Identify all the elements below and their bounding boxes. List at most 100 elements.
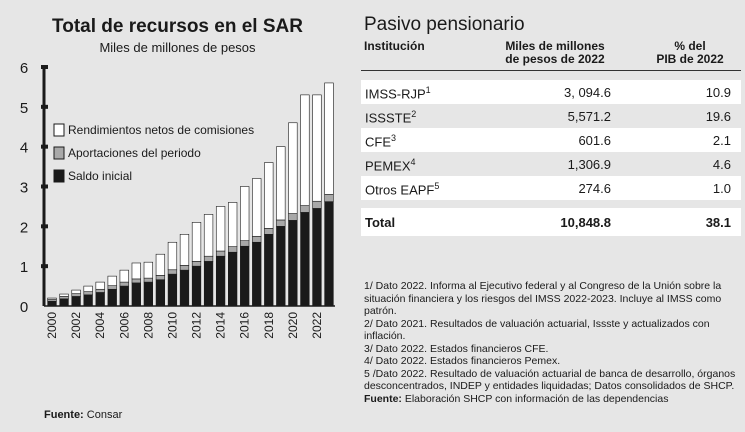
bar-segment [312, 200, 322, 209]
cell-miles: 601.6 [578, 133, 611, 148]
footnote-1: 1/ Dato 2022. Informa al Ejecutivo feder… [364, 280, 722, 317]
bar-segment [179, 234, 190, 266]
y-tick-label: 5 [20, 100, 28, 117]
footnote-2: 2/ Dato 2021. Resultados de valuación ac… [364, 317, 710, 343]
bar-segment [300, 94, 310, 206]
cell-institucion: IMSS-RJP1 [365, 85, 431, 102]
bar-segment [324, 194, 334, 202]
bar-segment [179, 265, 190, 271]
bar-segment [107, 275, 117, 286]
footnote-5: 5 /Dato 2022. Resultado de valuación act… [364, 367, 736, 393]
chart-source-text: Consar [86, 409, 123, 421]
cell-institucion: PEMEX4 [365, 157, 416, 174]
header-pib-line1: % del [674, 39, 706, 53]
table-row-cfe: CFE3 601.6 2.1 [361, 128, 741, 152]
y-tick-label: 2 [20, 219, 28, 236]
bar-segment [276, 219, 286, 227]
bar-segment [312, 94, 322, 202]
header-institucion: Institución [364, 39, 425, 53]
bar-segment [119, 269, 129, 283]
bar-segment [143, 261, 153, 279]
footnote-source-label: Fuente: [364, 392, 402, 405]
bar-segment [276, 226, 286, 307]
table-row-issste: ISSSTE2 5,571.2 19.6 [361, 104, 741, 128]
bar-segment [71, 289, 81, 294]
bar-segment [324, 201, 334, 307]
bar-segment [203, 255, 214, 262]
bar-segment [131, 278, 141, 284]
cell-institucion: Otros EAPF5 [365, 181, 440, 198]
x-tick-label: 2016 [238, 312, 252, 339]
bar-segment [167, 269, 178, 275]
bar-segment [276, 146, 286, 221]
bar-segment [300, 212, 310, 307]
chart-title: Total de recursos en el SAR [52, 16, 303, 37]
y-tick-mark [41, 65, 48, 69]
bar-segment [252, 235, 262, 243]
bar-segment [47, 297, 57, 300]
chart-subtitle: Miles de millones de pesos [99, 40, 256, 55]
y-tick-label: 3 [20, 180, 28, 197]
y-tick-mark [41, 104, 48, 109]
table-row-pemex: PEMEX4 1,306.9 4.6 [361, 152, 741, 176]
legend-label: Saldo inicial [68, 169, 132, 183]
x-tick-label: 2000 [45, 312, 59, 339]
cell-pib: 4.6 [712, 157, 731, 172]
header-miles: Miles de millones de pesos de 2022 [475, 40, 635, 66]
header-miles-line2: de pesos de 2022 [505, 52, 605, 66]
bar-segment [59, 298, 69, 307]
header-pib-line2: PIB de 2022 [656, 52, 724, 66]
legend-label: Rendimientos netos de comisiones [68, 123, 254, 137]
cell-total-label: Total [365, 215, 396, 230]
bar-segment [215, 250, 226, 257]
bar-segment [95, 292, 105, 307]
cell-miles: 274.6 [578, 181, 611, 196]
bar-segment [240, 240, 250, 247]
bar-segment [228, 246, 238, 253]
bar-segment [59, 296, 69, 300]
y-tick-label: 1 [20, 259, 28, 276]
table-row-imss: IMSS-RJP1 3, 094.6 10.9 [361, 80, 741, 104]
cell-pib: 2.1 [712, 133, 731, 148]
footnote-4: 4/ Dato 2022. Estados financieros Pemex. [364, 355, 561, 367]
header-divider [361, 70, 741, 71]
bar-segment [143, 281, 153, 307]
footnote-source-text: Elaboración SHCP con información de las … [404, 392, 669, 405]
bar-segment [288, 213, 298, 221]
bar-segment [191, 261, 202, 267]
bar-segment [155, 275, 166, 281]
x-tick-label: 2004 [93, 312, 107, 339]
bar-segment [107, 288, 117, 307]
bar-segment [95, 281, 105, 290]
header-miles-line1: Miles de millones [505, 39, 605, 53]
chart-source: Fuente: Consar [44, 409, 122, 421]
bar-segment [264, 162, 274, 229]
bar-segment [288, 122, 298, 214]
bar-segment [264, 234, 274, 307]
bar-segment [215, 206, 226, 252]
y-tick-mark [41, 184, 48, 189]
bar-segment [143, 277, 153, 283]
cell-total-miles: 10,848.8 [560, 215, 611, 230]
y-tick-label: 0 [20, 299, 28, 316]
legend-swatch [53, 123, 65, 137]
bar-segment [83, 285, 93, 292]
cell-total-pib: 38.1 [705, 215, 731, 230]
cell-miles: 3, 094.6 [564, 85, 611, 100]
x-tick-label: 2006 [117, 312, 131, 339]
bar-segment [131, 262, 141, 280]
bar-segment [228, 202, 238, 247]
bar-segment [191, 265, 202, 307]
cell-miles: 5,571.2 [567, 109, 611, 124]
y-tick-label: 6 [20, 60, 28, 77]
cell-pib: 1.0 [712, 181, 731, 196]
cell-pib: 10.9 [705, 85, 731, 100]
y-tick-mark [41, 144, 48, 149]
bar-segment [119, 285, 129, 307]
bar-segment [71, 296, 81, 307]
bar-segment [252, 241, 262, 307]
bar-segment [59, 293, 69, 297]
bar-segment [312, 208, 322, 307]
x-tick-label: 2010 [165, 312, 179, 339]
bar-segment [215, 255, 226, 307]
